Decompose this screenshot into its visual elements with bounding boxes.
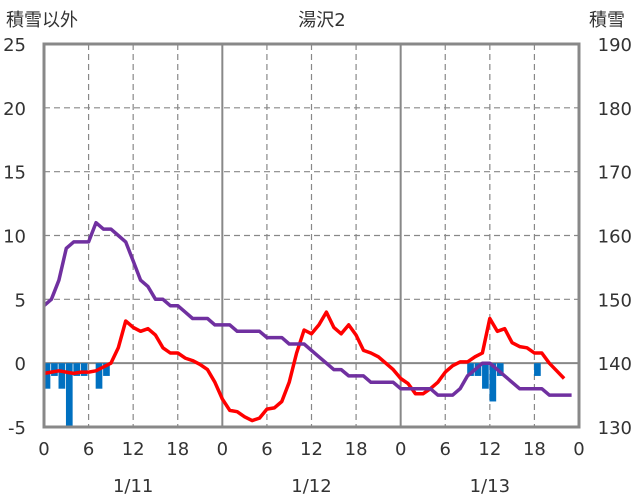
left-axis-title: 積雪以外 xyxy=(6,10,78,31)
precip-bar xyxy=(474,363,482,376)
x-tick-label: 0 xyxy=(38,439,49,460)
x-tick-label: 12 xyxy=(122,439,145,460)
x-tick-label: 6 xyxy=(261,439,272,460)
x-tick-label: 18 xyxy=(166,439,189,460)
right-tick-label: 170 xyxy=(598,163,632,184)
chart-title: 湯沢2 xyxy=(298,10,345,31)
plot-frame xyxy=(42,42,581,429)
left-tick-label: 10 xyxy=(3,227,26,248)
precip-bar xyxy=(482,363,489,389)
x-tick-label: 18 xyxy=(345,439,368,460)
x-tick-label: 0 xyxy=(573,439,584,460)
x-tick-label: 0 xyxy=(217,439,228,460)
right-tick-label: 190 xyxy=(598,35,632,56)
right-axis-title: 積雪 xyxy=(589,10,625,31)
right-tick-label: 180 xyxy=(598,99,632,120)
left-tick-label: -5 xyxy=(8,418,26,439)
precip-bar xyxy=(65,363,73,427)
x-axis: 0 6 12 18 0 6 12 18 0 6 12 18 0 xyxy=(38,439,584,460)
precip-bar xyxy=(103,363,110,376)
x-tick-label: 6 xyxy=(440,439,451,460)
left-tick-label: 20 xyxy=(3,99,26,120)
precip-bar xyxy=(58,363,66,389)
right-tick-label: 160 xyxy=(598,227,632,248)
left-tick-label: 15 xyxy=(3,163,26,184)
right-tick-label: 140 xyxy=(598,354,632,375)
precip-bar xyxy=(95,363,103,389)
right-tick-label: 150 xyxy=(598,290,632,311)
right-axis: 130 140 150 160 170 180 190 xyxy=(598,35,632,439)
precip-bar xyxy=(43,363,51,389)
precip-bar xyxy=(534,363,541,376)
precip-bar xyxy=(496,363,504,376)
precip-bar xyxy=(51,363,58,376)
precip-bar xyxy=(489,363,497,402)
x-tick-label: 12 xyxy=(478,439,501,460)
bar-series xyxy=(43,363,541,427)
precip-bar xyxy=(467,363,474,376)
left-tick-label: 25 xyxy=(3,35,26,56)
x-tick-label: 12 xyxy=(300,439,323,460)
x-tick-label: 6 xyxy=(83,439,94,460)
precip-bar xyxy=(80,363,88,376)
date-label: 1/11 xyxy=(113,476,153,497)
date-labels: 1/11 1/12 1/13 xyxy=(113,476,510,497)
left-tick-label: 5 xyxy=(15,290,26,311)
x-tick-label: 0 xyxy=(395,439,406,460)
date-label: 1/12 xyxy=(291,476,331,497)
temperature-line xyxy=(43,310,566,423)
left-tick-label: 0 xyxy=(15,354,26,375)
date-label: 1/13 xyxy=(470,476,510,497)
precip-bar xyxy=(73,363,81,376)
right-tick-label: 130 xyxy=(598,418,632,439)
line-series xyxy=(42,220,572,423)
left-axis: -5 0 5 10 15 20 25 xyxy=(3,35,26,439)
snow-depth-line xyxy=(42,220,572,397)
grid xyxy=(44,44,579,427)
x-tick-label: 18 xyxy=(523,439,546,460)
